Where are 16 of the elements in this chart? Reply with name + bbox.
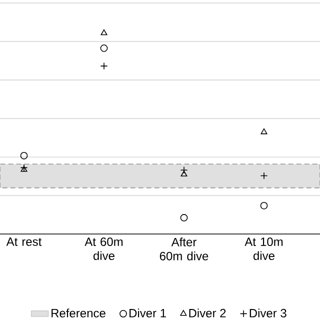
legend-label: Diver 2 <box>189 308 226 318</box>
point <box>260 202 268 210</box>
point <box>20 152 28 160</box>
x-tick-label: At 60m dive <box>84 238 123 260</box>
point <box>100 44 108 52</box>
point <box>260 128 268 134</box>
x-tick-label: After 60m dive <box>160 238 208 260</box>
x-tick-label: At rest <box>6 238 42 246</box>
x-tick-label: At 10m dive <box>244 238 283 260</box>
point <box>260 172 268 180</box>
legend-label: Diver 3 <box>250 308 286 318</box>
legend-label: Diver 1 <box>130 308 166 318</box>
point <box>100 29 108 36</box>
point <box>20 166 28 172</box>
legend-label: Reference <box>52 308 106 318</box>
point <box>180 214 188 222</box>
